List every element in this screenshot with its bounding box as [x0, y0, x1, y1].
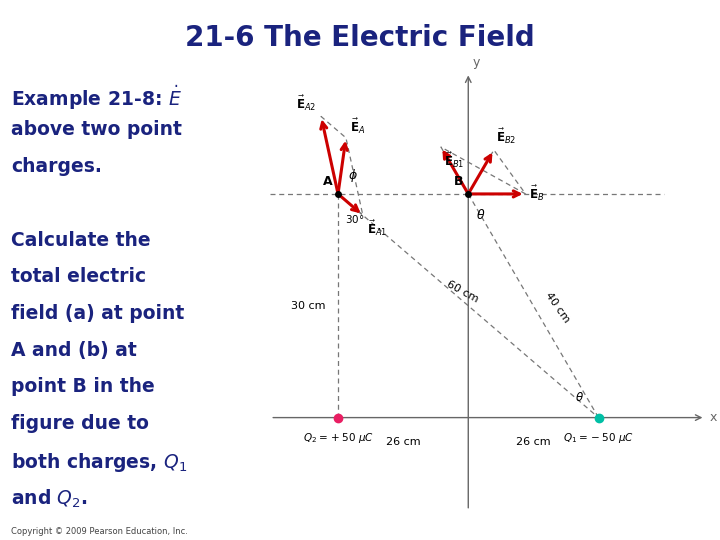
- Text: Example 21-8: $\dot{E}$: Example 21-8: $\dot{E}$: [11, 84, 181, 112]
- Text: $\vec{\bf{E}}_{B}$: $\vec{\bf{E}}_{B}$: [529, 184, 545, 204]
- Text: x: x: [709, 411, 716, 424]
- Text: 26 cm: 26 cm: [386, 437, 420, 447]
- Text: point B in the: point B in the: [11, 377, 155, 396]
- Text: Calculate the: Calculate the: [11, 231, 150, 249]
- Text: $\vec{\bf{E}}_{A}$: $\vec{\bf{E}}_{A}$: [350, 117, 365, 136]
- Text: $30°$: $30°$: [345, 213, 364, 225]
- Text: Copyright © 2009 Pearson Education, Inc.: Copyright © 2009 Pearson Education, Inc.: [11, 526, 188, 536]
- Text: 60 cm: 60 cm: [446, 279, 480, 305]
- Text: B: B: [454, 175, 463, 188]
- Text: 30 cm: 30 cm: [290, 301, 325, 310]
- Text: A and (b) at: A and (b) at: [11, 341, 137, 360]
- Text: $\vec{\bf{E}}_{B2}$: $\vec{\bf{E}}_{B2}$: [497, 127, 517, 146]
- Text: y: y: [472, 56, 480, 69]
- Text: charges.: charges.: [11, 157, 102, 176]
- Text: both charges, $Q_1$: both charges, $Q_1$: [11, 451, 187, 474]
- Text: and $Q_2$.: and $Q_2$.: [11, 488, 88, 510]
- Text: $\theta$: $\theta$: [575, 391, 584, 404]
- Text: above two point: above two point: [11, 120, 181, 139]
- Text: 21-6 The Electric Field: 21-6 The Electric Field: [185, 24, 535, 52]
- Text: 26 cm: 26 cm: [516, 437, 551, 447]
- Text: $\vec{\bf{E}}_{A1}$: $\vec{\bf{E}}_{A1}$: [366, 219, 387, 238]
- Text: $\vec{\bf{E}}_{B1}$: $\vec{\bf{E}}_{B1}$: [444, 151, 464, 170]
- Text: figure due to: figure due to: [11, 414, 148, 433]
- Text: A: A: [323, 175, 333, 188]
- Text: $Q_1 = -50\ \mu C$: $Q_1 = -50\ \mu C$: [563, 431, 634, 445]
- Text: total electric: total electric: [11, 267, 146, 286]
- Text: field (a) at point: field (a) at point: [11, 304, 184, 323]
- Text: $\vec{\bf{E}}_{A2}$: $\vec{\bf{E}}_{A2}$: [296, 93, 316, 113]
- Text: 40 cm: 40 cm: [544, 291, 572, 325]
- Text: $\theta$: $\theta$: [476, 207, 485, 221]
- Text: $Q_2 = +50\ \mu C$: $Q_2 = +50\ \mu C$: [302, 431, 374, 445]
- Text: $\phi$: $\phi$: [348, 167, 359, 184]
